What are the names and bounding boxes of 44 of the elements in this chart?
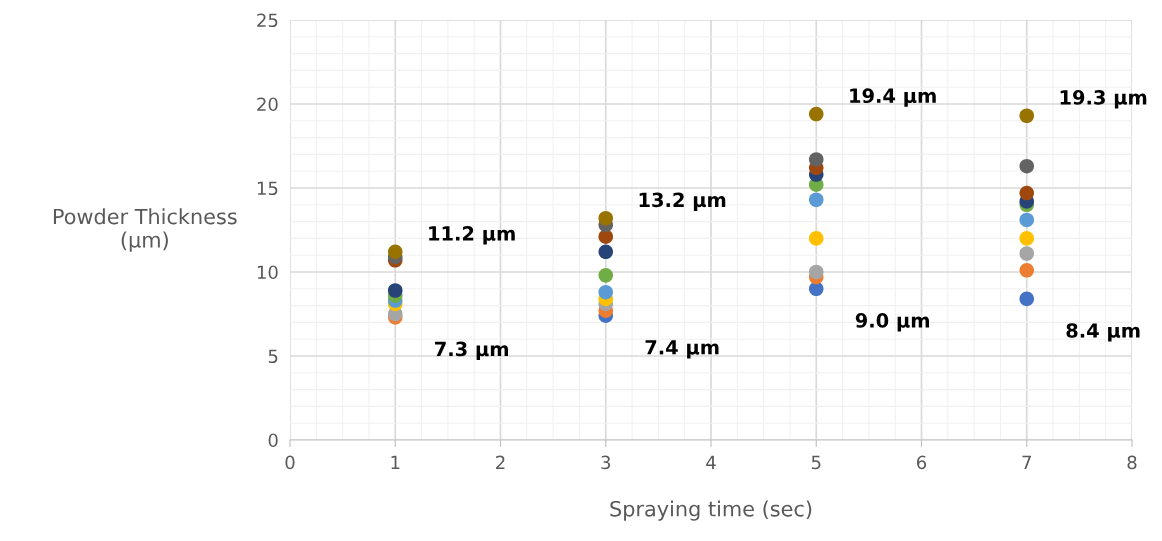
annotation: 13.2 µm	[639, 192, 726, 211]
y-tick-label: 20	[257, 97, 278, 112]
x-tick-label: 4	[706, 455, 716, 469]
point	[1019, 246, 1035, 261]
point	[598, 210, 614, 226]
point	[598, 268, 614, 283]
point	[808, 106, 824, 122]
point	[598, 284, 614, 300]
point	[387, 283, 403, 298]
point	[1019, 158, 1035, 174]
annotation: 8.4 µm	[1066, 323, 1140, 342]
point	[808, 231, 824, 246]
x-tick-label: 3	[601, 455, 611, 470]
y-axis-title: Powder Thickness (µm)	[53, 208, 237, 252]
annotation: 19.4 µm	[850, 88, 936, 107]
x-tick-label: 0	[285, 455, 295, 470]
x-axis-title: Spraying time (sec)	[610, 500, 812, 521]
y-tick-label: 10	[257, 265, 278, 280]
annotation: 19.3 µm	[1060, 90, 1147, 109]
y-tick-label: 5	[268, 349, 278, 364]
annotation: 11.2 µm	[429, 226, 515, 245]
annotation: 9.0 µm	[855, 313, 929, 332]
x-tick-label: 1	[391, 455, 400, 469]
annotation: 7.3 µm	[435, 341, 508, 361]
x-tick-label: 6	[917, 455, 927, 470]
y-tick-label: 25	[257, 13, 278, 28]
point	[598, 244, 614, 260]
y-tick-label: 15	[257, 181, 278, 196]
point	[1019, 185, 1035, 201]
annotation: 7.4 µm	[645, 340, 719, 359]
point	[1019, 212, 1035, 228]
point	[808, 192, 824, 208]
point	[1019, 291, 1035, 307]
point	[808, 152, 824, 167]
point	[808, 264, 824, 280]
x-tick-label: 5	[811, 455, 821, 470]
x-tick-label: 7	[1022, 455, 1031, 469]
point	[1019, 263, 1035, 278]
point	[1019, 231, 1035, 246]
x-tick-label: 8	[1127, 455, 1137, 470]
point	[1019, 108, 1035, 124]
y-tick-label: 0	[268, 433, 278, 448]
point	[387, 244, 403, 260]
x-tick-label: 2	[496, 455, 505, 469]
